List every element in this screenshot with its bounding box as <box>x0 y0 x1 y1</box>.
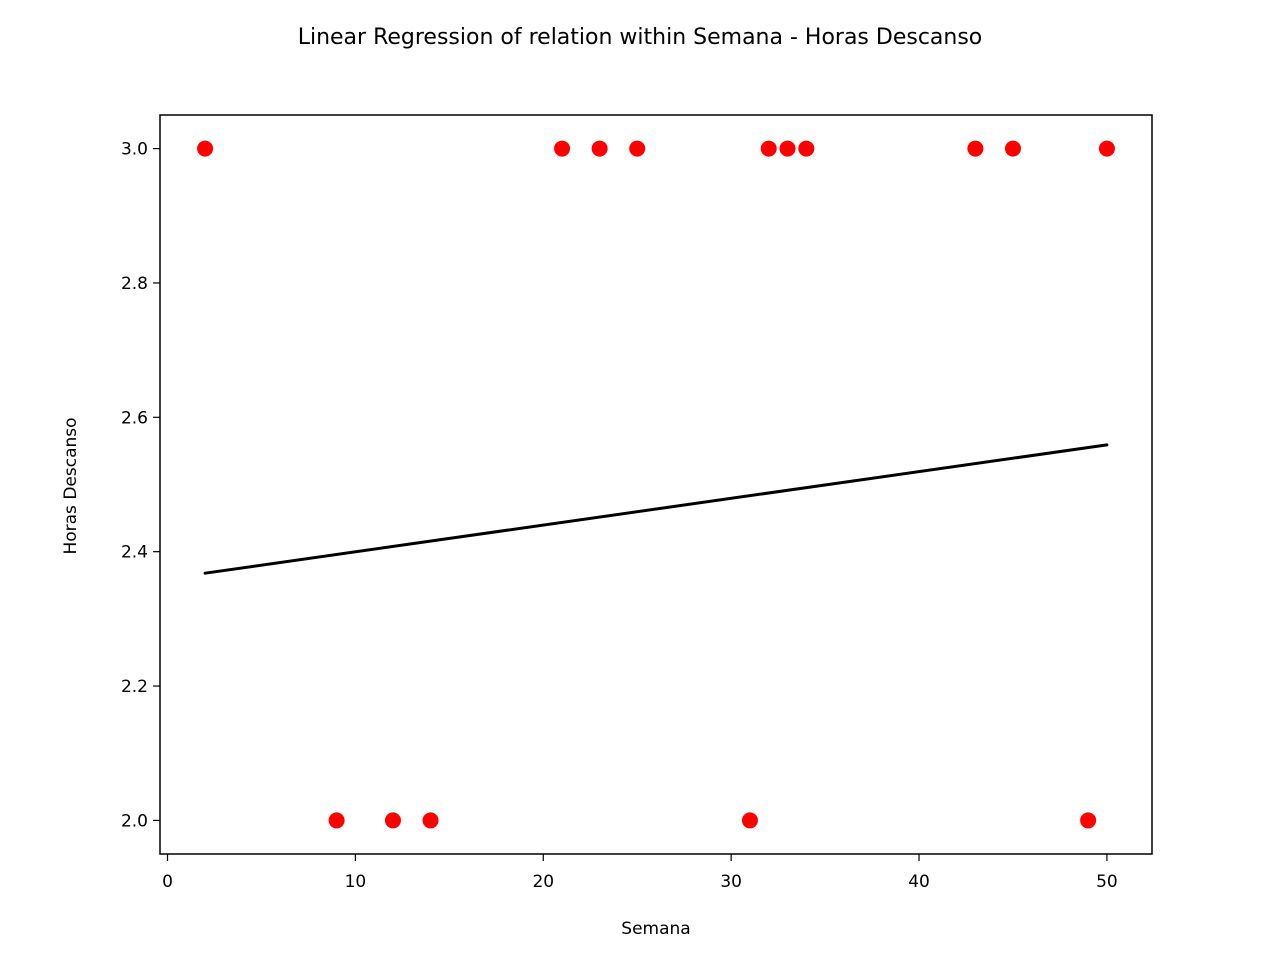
x-tick-label: 50 <box>1096 872 1118 892</box>
y-tick-label: 2.6 <box>121 408 148 428</box>
y-axis-label: Horas Descanso <box>61 417 81 554</box>
scatter-point <box>197 140 214 157</box>
y-tick-label: 2.2 <box>121 677 148 697</box>
scatter-point <box>422 812 439 829</box>
scatter-point <box>779 140 796 157</box>
plot-frame <box>159 114 1153 855</box>
y-tick-label: 2.4 <box>121 543 148 563</box>
scatter-point <box>760 140 777 157</box>
x-axis-label: Semana <box>621 919 690 939</box>
scatter-point <box>741 812 758 829</box>
y-tick-label: 2.8 <box>121 274 148 294</box>
x-tick-label: 40 <box>908 872 930 892</box>
scatter-point <box>629 140 646 157</box>
chart-title: Linear Regression of relation within Sem… <box>298 25 983 50</box>
x-tick-label: 20 <box>532 872 554 892</box>
scatter-point <box>798 140 815 157</box>
scatter-point <box>591 140 608 157</box>
x-tick-label: 30 <box>720 872 742 892</box>
plot-area: 0 10 20 30 40 50 2.0 2.2 2.4 2.6 2.8 3.0 <box>121 114 1153 892</box>
scatter-point <box>1004 140 1021 157</box>
scatter-point <box>1098 140 1115 157</box>
scatter-point <box>554 140 571 157</box>
y-tick-label: 2.0 <box>121 811 148 831</box>
x-tick-label: 0 <box>162 872 173 892</box>
scatter-point <box>328 812 345 829</box>
scatter-point <box>1080 812 1097 829</box>
y-tick-label: 3.0 <box>121 140 148 160</box>
regression-line <box>203 443 1109 575</box>
x-tick-label: 10 <box>345 872 367 892</box>
scatter-point <box>384 812 401 829</box>
scatter-point <box>967 140 984 157</box>
